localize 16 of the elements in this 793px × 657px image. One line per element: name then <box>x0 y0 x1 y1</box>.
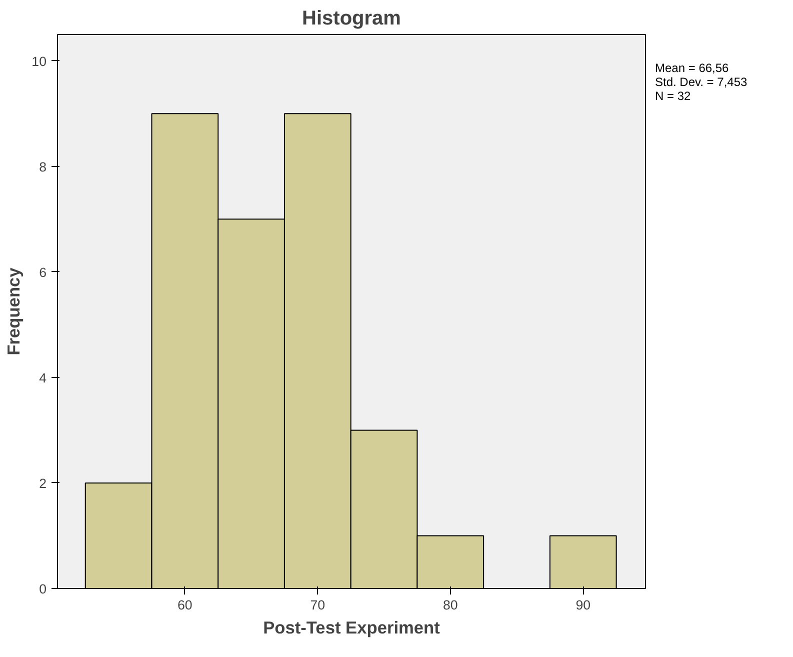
x-tick-label: 60 <box>178 598 192 612</box>
y-tick-label: 10 <box>32 54 47 69</box>
y-tick-label: 4 <box>39 370 48 386</box>
y-tick-label: 2 <box>39 476 47 491</box>
x-axis-title: Post-Test Experiment <box>263 618 440 638</box>
x-tick-label: 90 <box>576 598 591 612</box>
chart-title: Histogram <box>302 8 401 30</box>
text: Mean = 66,56 <box>655 61 729 75</box>
y-axis-title: Frequency <box>4 267 24 356</box>
y-tick-label: 8 <box>39 159 47 174</box>
text: Std. Dev. = 7,453 <box>655 74 748 89</box>
x-tick-label: 70 <box>310 598 326 612</box>
y-tick-label: 6 <box>39 264 47 280</box>
y-tick-label: 0 <box>39 582 47 596</box>
text: N = 32 <box>655 88 691 103</box>
x-tick-label: 80 <box>442 598 458 612</box>
